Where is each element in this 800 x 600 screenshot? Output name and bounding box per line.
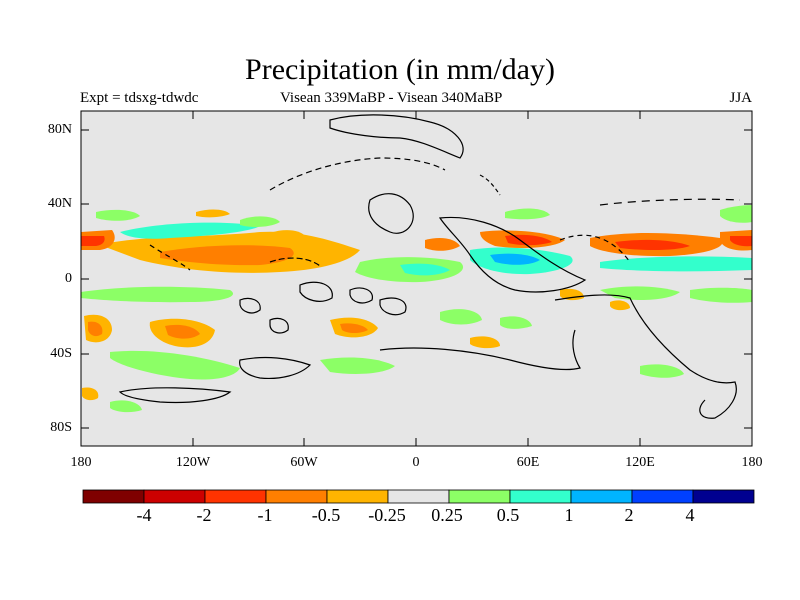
colorbar-label-1: -4 <box>136 505 152 525</box>
anomaly-wet-south-east2 <box>500 316 532 329</box>
anomaly-dry-patch-n2 <box>270 230 305 240</box>
anomaly-wet-east-core <box>490 253 540 265</box>
anomaly-wet-central-south <box>320 357 395 374</box>
anomaly-wet-central-core <box>400 263 450 276</box>
anomaly-wet-ne <box>505 208 550 220</box>
anomaly-dry-central-south-core <box>340 323 368 333</box>
coastline-west-islands <box>239 297 261 314</box>
anomaly-wet-south-swath <box>110 350 240 380</box>
colorbar-swatch <box>204 489 267 504</box>
colorbar-label-10: 4 <box>685 505 695 525</box>
colorbar-swatch <box>631 489 694 504</box>
colorbar-swatch <box>509 489 572 504</box>
anomaly-wet-patch-n1 <box>240 216 280 227</box>
coastline-south-west2 <box>118 387 232 404</box>
map-title: Precipitation (in mm/day) <box>245 53 555 86</box>
colorbar-swatch <box>82 489 145 504</box>
colorbar-label-3: -1 <box>257 505 273 525</box>
anomaly-wet-south-pacific <box>600 286 680 300</box>
colorbar-label-6: 0.25 <box>431 505 463 525</box>
coastline-east-arc <box>559 234 631 263</box>
anomaly-dry-south-west-core <box>88 321 103 337</box>
lat-label-0: 0 <box>65 271 72 286</box>
lat-label-40n: 40N <box>47 196 72 211</box>
colorbar-swatch <box>326 489 389 504</box>
lon-label-180w: 180 <box>70 455 92 470</box>
coastline-south-east <box>554 294 737 419</box>
coastline-west-arc <box>149 244 191 271</box>
coastline-south-land <box>379 329 581 371</box>
lon-label-120e: 120E <box>625 455 655 470</box>
anomaly-dry-band-east-core <box>615 239 690 251</box>
lon-label-60w: 60W <box>290 455 318 470</box>
coastline-equatorial-chain <box>269 257 321 267</box>
coastline-south-west-land <box>239 356 312 380</box>
axis-ticks <box>81 111 752 446</box>
lat-label-80n: 80N <box>47 122 72 137</box>
lon-label-180e: 180 <box>741 455 763 470</box>
lon-label-120w: 120W <box>175 455 211 470</box>
anomaly-dry-core-north <box>160 245 294 266</box>
coastline-west-islands2 <box>269 317 289 334</box>
colorbar-label-4: -0.5 <box>311 505 341 525</box>
lat-label-80s: 80S <box>50 420 72 435</box>
precipitation-field <box>81 205 752 413</box>
anomaly-dry-patch-n <box>196 209 230 218</box>
colorbar-label-7: 0.5 <box>496 505 520 525</box>
lon-label-0: 0 <box>412 455 420 470</box>
anomaly-wet-far-south <box>110 400 142 413</box>
coastline-north-arc <box>269 157 446 191</box>
anomaly-dry-east-edge-core <box>730 236 752 247</box>
anomaly-wet-patch-ne <box>720 205 752 223</box>
anomaly-dry-central <box>425 238 460 251</box>
anomaly-wet-south-east <box>440 309 482 325</box>
period-label: Visean 339MaBP - Visean 340MaBP <box>280 90 503 106</box>
anomaly-dry-far-south <box>82 387 99 401</box>
colorbar-swatch <box>265 489 328 504</box>
anomaly-dry-south-mid-core <box>165 324 200 339</box>
coastline-center-islands <box>299 281 333 302</box>
coastline-center-islands3 <box>379 297 407 316</box>
colorbar-label-8: 1 <box>564 505 574 525</box>
coastline-continent-n <box>368 193 414 234</box>
coastline-north <box>329 114 464 159</box>
colorbar-swatch <box>448 489 511 504</box>
anomaly-wet-patch-nw <box>96 209 140 221</box>
experiment-label: Expt = tdsxg-tdwdc <box>80 90 199 106</box>
coastline-east-dashes <box>599 198 741 206</box>
colorbar-swatch <box>570 489 633 504</box>
colorbar-swatch <box>692 489 755 504</box>
season-label: JJA <box>729 90 752 106</box>
lat-label-40s: 40S <box>50 346 72 361</box>
colorbar-label-5: -0.25 <box>368 505 406 525</box>
colorbar-label-2: -2 <box>196 505 212 525</box>
colorbar-swatch <box>143 489 206 504</box>
anomaly-wet-band-north <box>120 222 260 239</box>
colorbar <box>82 489 755 504</box>
coastlines <box>118 114 741 419</box>
coastline-center-dashes <box>479 174 501 196</box>
lon-label-60e: 60E <box>516 455 540 470</box>
anomaly-dry-west-core <box>81 236 105 246</box>
anomaly-dry-east-small2 <box>610 300 630 311</box>
colorbar-swatch <box>387 489 450 504</box>
coastline-east-block <box>438 216 587 293</box>
colorbar-label-9: 2 <box>624 505 634 525</box>
coastline-center-islands2 <box>349 287 374 304</box>
anomaly-wet-band-east <box>600 256 752 272</box>
anomaly-wet-south-band <box>81 286 234 303</box>
anomaly-wet-right-edge <box>690 287 752 303</box>
anomaly-dry-south-east <box>470 336 500 349</box>
anomaly-wet-far-south-east <box>640 364 684 378</box>
